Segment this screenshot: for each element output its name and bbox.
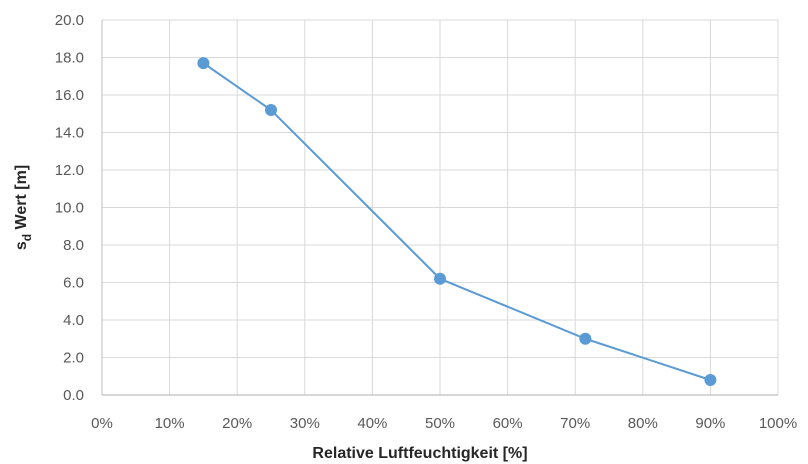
y-tick-label: 10.0 — [55, 200, 84, 217]
x-tick-label: 70% — [560, 415, 590, 432]
y-tick-label: 0.0 — [63, 387, 84, 404]
y-tick-label: 20.0 — [55, 12, 84, 29]
y-tick-label: 14.0 — [55, 125, 84, 142]
x-tick-label: 100% — [759, 415, 797, 432]
y-axis-title-subscript: d — [20, 234, 34, 241]
x-tick-label: 20% — [222, 415, 252, 432]
grid — [102, 19, 779, 395]
x-tick-label: 0% — [91, 415, 113, 432]
series-line — [202, 62, 711, 381]
x-tick-label: 30% — [290, 415, 320, 432]
data-point — [579, 332, 592, 345]
axes — [101, 20, 778, 396]
data-point — [434, 272, 446, 285]
y-axis-title-rest: Wert [m] — [13, 165, 30, 234]
tick-labels: 0.0 2.0 4.0 6.0 8.0 10.0 12.0 14.0 16.0 18.0 20.0 0… — [55, 12, 797, 432]
y-tick-label: 12.0 — [55, 162, 84, 179]
x-tick-label: 60% — [493, 415, 523, 432]
y-tick-label: 6.0 — [63, 275, 84, 292]
data-point — [265, 104, 277, 116]
y-tick-label: 2.0 — [63, 350, 84, 367]
x-tick-label: 80% — [628, 415, 658, 432]
y-tick-label: 8.0 — [63, 237, 84, 254]
x-axis-title: Relative Luftfeuchtigkeit [%] — [312, 445, 527, 462]
data-point — [704, 374, 717, 386]
data-point — [197, 57, 210, 70]
x-tick-label: 90% — [695, 415, 725, 432]
x-tick-label: 50% — [425, 415, 455, 432]
y-axis-title: sd Wert [m] — [13, 165, 34, 250]
x-tick-label: 10% — [155, 415, 185, 432]
series — [197, 57, 717, 386]
y-tick-label: 16.0 — [55, 87, 84, 104]
y-tick-label: 4.0 — [63, 312, 84, 329]
y-axis-title-main: s — [13, 241, 30, 250]
y-tick-label: 18.0 — [55, 50, 84, 67]
x-tick-label: 40% — [357, 415, 387, 432]
